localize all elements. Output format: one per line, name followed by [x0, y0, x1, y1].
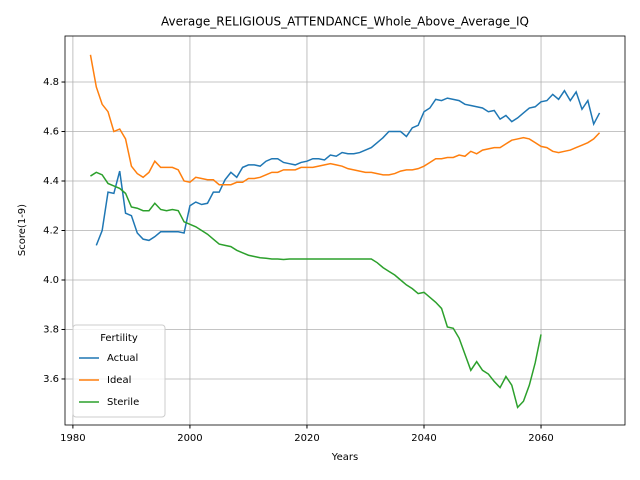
series-line	[90, 171, 542, 409]
x-axis-label: Years	[331, 452, 358, 463]
series-line	[89, 54, 601, 186]
y-tick-label: 3.6	[43, 374, 59, 385]
x-tick-label: 2000	[177, 433, 202, 444]
y-axis-label: Score(1-9)	[17, 204, 28, 256]
legend-label: Ideal	[107, 375, 131, 386]
x-tick-label: 2040	[411, 433, 436, 444]
legend-box	[72, 324, 166, 418]
x-tick-label: 2060	[528, 433, 553, 444]
series-line	[95, 89, 601, 246]
y-tick-label: 3.8	[43, 324, 59, 335]
legend-label: Sterile	[107, 397, 139, 408]
x-tick-label: 1980	[60, 433, 85, 444]
x-tick-label: 2020	[294, 433, 319, 444]
y-tick-label: 4.8	[43, 77, 59, 88]
legend-label: Actual	[107, 353, 138, 364]
y-tick-label: 4.2	[43, 226, 59, 237]
chart-title: Average_RELIGIOUS_ATTENDANCE_Whole_Above…	[161, 15, 529, 29]
y-tick-label: 4.0	[43, 275, 59, 286]
y-tick-label: 4.6	[43, 127, 59, 138]
y-tick-label: 4.4	[43, 176, 59, 187]
plot-frame	[64, 35, 626, 426]
legend-title: Fertility	[100, 333, 138, 344]
